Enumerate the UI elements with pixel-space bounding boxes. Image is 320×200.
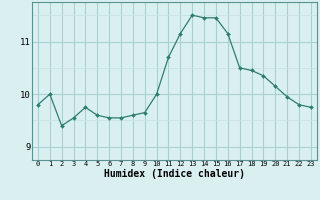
X-axis label: Humidex (Indice chaleur): Humidex (Indice chaleur): [104, 169, 245, 179]
